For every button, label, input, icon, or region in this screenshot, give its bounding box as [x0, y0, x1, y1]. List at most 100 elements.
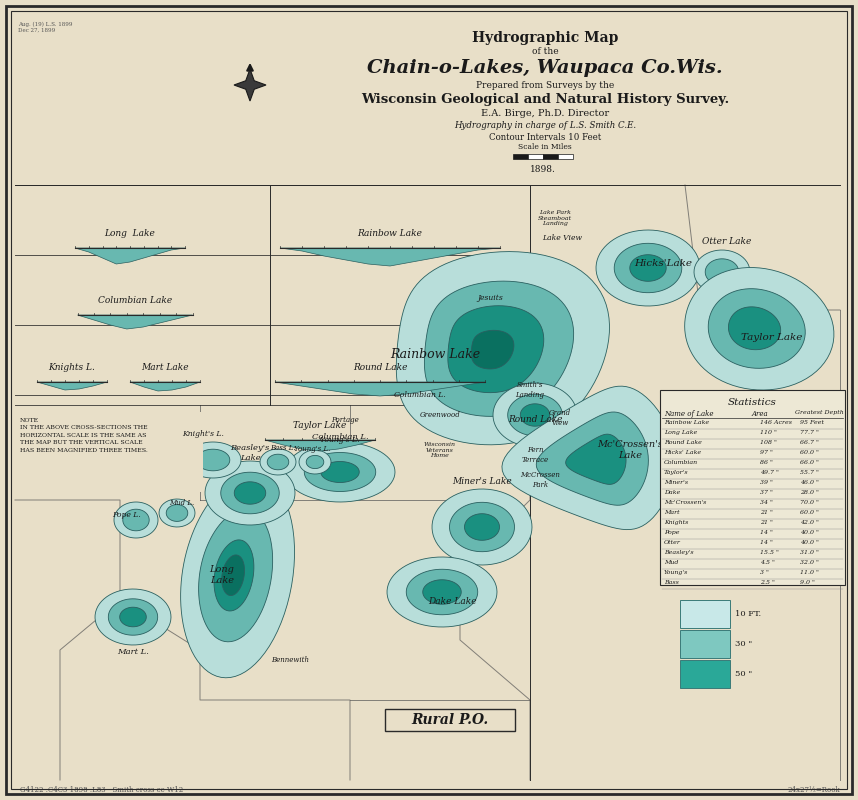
Text: Greatest Depth: Greatest Depth [795, 410, 843, 415]
Polygon shape [95, 589, 171, 645]
Text: Prepared from Surveys by the: Prepared from Surveys by the [476, 81, 614, 90]
Text: 34 ": 34 " [760, 500, 773, 505]
Polygon shape [432, 489, 532, 565]
Polygon shape [205, 461, 295, 525]
Text: Hicks'Lake: Hicks'Lake [634, 258, 692, 267]
Text: Hydrography in charge of L.S. Smith C.E.: Hydrography in charge of L.S. Smith C.E. [454, 122, 636, 130]
Text: 40.0 ": 40.0 " [800, 540, 819, 545]
Polygon shape [299, 450, 331, 474]
Polygon shape [423, 580, 462, 604]
Polygon shape [614, 243, 682, 293]
Text: 14 ": 14 " [760, 530, 773, 535]
Text: G4122 .C4C3 1898 .L83   Smith cross ce W12: G4122 .C4C3 1898 .L83 Smith cross ce W12 [20, 786, 184, 794]
Text: Long Lake: Long Lake [664, 430, 698, 435]
Text: Mud: Mud [664, 560, 679, 565]
Text: 4.5 ": 4.5 " [760, 560, 775, 565]
Text: 2.5 ": 2.5 " [760, 580, 775, 585]
Text: Columbian L.: Columbian L. [394, 391, 446, 399]
Text: Mart Lake: Mart Lake [142, 363, 189, 372]
Text: 9.0 ": 9.0 " [800, 580, 815, 585]
Bar [528, 154, 543, 159]
Polygon shape [185, 442, 241, 478]
Text: Rainbow Lake: Rainbow Lake [664, 420, 709, 425]
Text: Beasley's: Beasley's [664, 550, 693, 555]
Text: Round Lake: Round Lake [664, 440, 702, 445]
Text: Dake: Dake [664, 490, 680, 495]
Polygon shape [198, 510, 273, 642]
Text: Bass L.: Bass L. [270, 444, 296, 452]
Polygon shape [305, 453, 376, 491]
Text: 10 FT.: 10 FT. [735, 610, 761, 618]
Text: Knights: Knights [664, 520, 688, 525]
Text: Rainbow Lake: Rainbow Lake [390, 349, 480, 362]
Polygon shape [630, 254, 666, 282]
Text: Lake Park
Steamboat
Landing: Lake Park Steamboat Landing [538, 210, 572, 226]
Text: Taylor Lake: Taylor Lake [741, 334, 803, 342]
Text: 11.0 ": 11.0 " [800, 570, 819, 575]
Text: Round Lake: Round Lake [353, 363, 408, 372]
Polygon shape [471, 330, 514, 369]
Text: Grand
View: Grand View [549, 410, 571, 426]
Text: Area: Area [752, 410, 769, 418]
Polygon shape [285, 442, 395, 502]
Text: 146 Acres: 146 Acres [760, 420, 792, 425]
Text: Wisconsin Geological and Natural History Survey.: Wisconsin Geological and Natural History… [361, 93, 729, 106]
Polygon shape [166, 505, 188, 522]
Polygon shape [181, 474, 294, 678]
Text: Columbian: Columbian [664, 460, 698, 465]
Bar [660, 390, 845, 585]
Polygon shape [37, 382, 107, 390]
Text: Mud L.: Mud L. [169, 499, 195, 507]
Text: Columbian Lake: Columbian Lake [98, 296, 172, 305]
Text: 108 ": 108 " [760, 440, 776, 445]
Text: NOTE
IN THE ABOVE CROSS-SECTIONS THE
HORIZONTAL SCALE IS THE SAME AS
THE MAP BUT: NOTE IN THE ABOVE CROSS-SECTIONS THE HOR… [20, 418, 148, 453]
Text: Miner's Lake: Miner's Lake [452, 478, 512, 486]
Text: 37 ": 37 " [760, 490, 773, 495]
Polygon shape [196, 450, 230, 470]
Text: 50 ": 50 " [735, 670, 752, 678]
Polygon shape [685, 267, 834, 390]
Polygon shape [280, 248, 500, 266]
Polygon shape [159, 499, 195, 527]
Text: 24x27½=Rook: 24x27½=Rook [788, 786, 840, 794]
Text: 97 ": 97 " [760, 450, 773, 455]
Polygon shape [387, 557, 497, 627]
Polygon shape [267, 454, 289, 470]
Polygon shape [234, 482, 266, 504]
Text: Long
Lake: Long Lake [209, 566, 234, 585]
Text: Otter Lake: Otter Lake [703, 238, 752, 246]
Text: Mc'Crossen's: Mc'Crossen's [664, 500, 706, 505]
Polygon shape [520, 404, 550, 426]
Polygon shape [221, 555, 245, 595]
Text: Statistics: Statistics [728, 398, 777, 407]
Text: 30 ": 30 " [735, 640, 752, 648]
Text: Dake Lake: Dake Lake [427, 598, 476, 606]
Text: Young's: Young's [664, 570, 688, 575]
Text: 31.0 ": 31.0 " [800, 550, 819, 555]
Polygon shape [448, 306, 544, 393]
Text: Smith's
Landing: Smith's Landing [516, 382, 545, 398]
Text: Rural P.O.: Rural P.O. [411, 713, 488, 727]
Polygon shape [425, 281, 574, 416]
Polygon shape [728, 307, 781, 350]
Bar [680, 600, 730, 628]
Text: Bass: Bass [664, 580, 679, 585]
Text: 1898.: 1898. [530, 166, 556, 174]
Text: Taylor's: Taylor's [664, 470, 689, 475]
Polygon shape [508, 394, 562, 436]
Polygon shape [306, 455, 323, 469]
Polygon shape [120, 607, 147, 626]
Text: E.A. Birge, Ph.D. Director: E.A. Birge, Ph.D. Director [481, 110, 609, 118]
Polygon shape [130, 382, 200, 391]
Text: 14 ": 14 " [760, 540, 773, 545]
Text: 15.5 ": 15.5 " [760, 550, 779, 555]
Polygon shape [407, 570, 478, 614]
Text: Young's L.: Young's L. [293, 445, 330, 453]
Polygon shape [396, 251, 609, 445]
Bar [558, 154, 573, 159]
Text: Pope L.: Pope L. [112, 511, 141, 519]
Text: 49.7 ": 49.7 " [760, 470, 779, 475]
Polygon shape [234, 69, 266, 101]
Text: 40.0 ": 40.0 " [800, 530, 819, 535]
Text: Mc'Crossen's
Lake: Mc'Crossen's Lake [597, 440, 663, 460]
